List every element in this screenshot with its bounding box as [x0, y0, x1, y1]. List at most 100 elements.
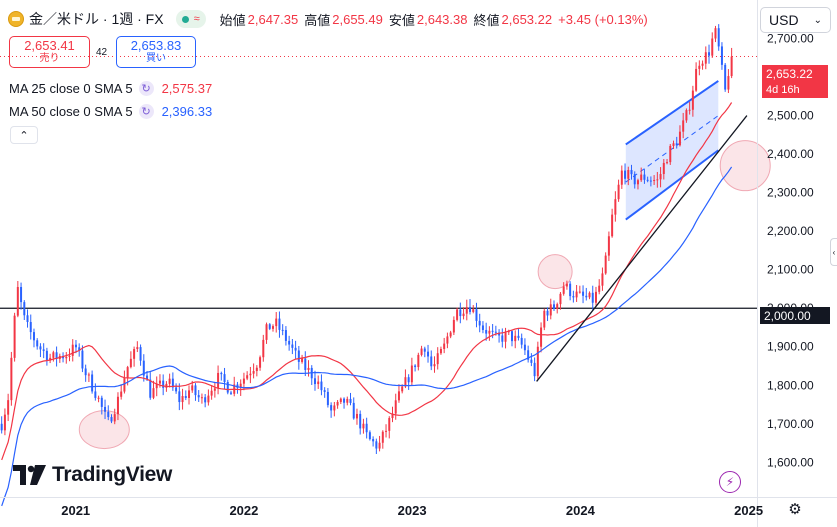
y-tick-label: 2,200.00	[767, 224, 814, 238]
trend-line[interactable]	[536, 115, 748, 382]
candle	[74, 340, 77, 354]
tradingview-logo[interactable]: TradingView	[13, 463, 172, 487]
candle-body	[55, 352, 58, 359]
candle	[326, 388, 329, 408]
candle-body	[181, 396, 184, 403]
channel-upper-line[interactable]	[625, 80, 719, 146]
candle-body	[714, 28, 717, 39]
candle-body	[152, 388, 155, 398]
candle-body	[572, 296, 575, 298]
candle	[55, 346, 58, 367]
channel-lower-line[interactable]	[625, 149, 719, 221]
candle	[604, 252, 607, 275]
candle	[252, 363, 255, 379]
candle-body	[113, 414, 116, 422]
candle	[636, 178, 639, 190]
candle-body	[685, 110, 688, 121]
candle-body	[265, 324, 268, 340]
candle-body	[155, 383, 158, 389]
candle	[724, 62, 727, 92]
candle	[271, 324, 274, 332]
indicator-ma50[interactable]: MA 50 close 0 SMA 5 ↻ 2,396.33	[9, 102, 212, 120]
candle	[87, 372, 90, 383]
candle	[97, 395, 100, 403]
candle	[281, 324, 284, 336]
market-status-badge[interactable]: ≈	[175, 10, 206, 28]
candle-body	[704, 52, 707, 64]
candle	[113, 408, 116, 425]
candle-body	[491, 330, 494, 332]
level-price-tag: 2,000.00	[760, 307, 830, 324]
candle	[249, 366, 252, 384]
candle-body	[523, 344, 526, 351]
candle	[52, 350, 55, 362]
candle	[459, 302, 462, 324]
candle	[246, 371, 249, 381]
refresh-icon[interactable]: ↻	[138, 80, 154, 96]
scroll-right-icon[interactable]: ‹	[830, 238, 837, 266]
bar-countdown-tag: 4d 16h	[762, 81, 828, 98]
candle	[307, 360, 310, 377]
candle-body	[184, 396, 187, 398]
candle-body	[701, 63, 704, 66]
candle-body	[320, 381, 323, 391]
candle-body	[456, 309, 459, 320]
candle-body	[659, 174, 662, 180]
y-tick-label: 1,800.00	[767, 378, 814, 392]
candle-body	[123, 377, 126, 392]
candle-body	[594, 291, 597, 303]
candle-body	[336, 401, 339, 406]
candle	[691, 85, 694, 117]
candle	[714, 25, 717, 43]
buy-price: 2,653.83	[130, 38, 182, 53]
candle	[488, 326, 491, 341]
candle	[678, 125, 681, 147]
settings-gear-icon[interactable]: ⚙	[788, 501, 802, 518]
candle	[533, 357, 536, 382]
candle	[26, 309, 29, 328]
candle	[420, 345, 423, 357]
candle-body	[255, 367, 258, 372]
highlight-circles	[78, 140, 771, 450]
candle-body	[304, 358, 307, 370]
candle-body	[375, 441, 378, 449]
currency-select[interactable]: USD ⌄	[760, 7, 831, 33]
candle	[523, 338, 526, 355]
candle	[207, 389, 210, 406]
candle	[594, 286, 597, 306]
candle	[565, 280, 568, 290]
candle	[317, 375, 320, 389]
lightning-icon[interactable]: ⚡	[719, 471, 741, 493]
candle-body	[504, 332, 507, 342]
candle	[407, 374, 410, 390]
candle-body	[381, 431, 384, 443]
buy-button[interactable]: 2,653.83 買い	[116, 36, 196, 68]
candle-body	[29, 322, 32, 333]
symbol-title[interactable]: 金／米ドル · 1週 · FX	[29, 11, 164, 27]
candle-body	[543, 310, 546, 328]
candle-body	[530, 359, 533, 363]
candle	[181, 388, 184, 410]
candle-body	[284, 330, 287, 341]
candle-body	[139, 347, 142, 361]
candle	[536, 341, 539, 380]
sell-button[interactable]: 2,653.41 売り	[9, 36, 90, 68]
candle	[711, 32, 714, 58]
candle-body	[213, 388, 216, 391]
candle	[142, 354, 145, 382]
candle	[433, 356, 436, 373]
candle-body	[720, 46, 723, 65]
candle-body	[711, 38, 714, 56]
candle-body	[533, 362, 536, 377]
candle-body	[26, 315, 29, 323]
collapse-legend-button[interactable]: ⌃	[10, 126, 38, 144]
indicator-ma25[interactable]: MA 25 close 0 SMA 5 ↻ 2,575.37	[9, 79, 212, 97]
refresh-icon[interactable]: ↻	[138, 103, 154, 119]
ma25-value: 2,575.37	[161, 80, 213, 96]
candle	[194, 383, 197, 401]
candle-body	[481, 325, 484, 330]
candle-body	[355, 413, 358, 419]
x-tick-label: 2024	[566, 503, 596, 518]
candle	[640, 167, 643, 182]
